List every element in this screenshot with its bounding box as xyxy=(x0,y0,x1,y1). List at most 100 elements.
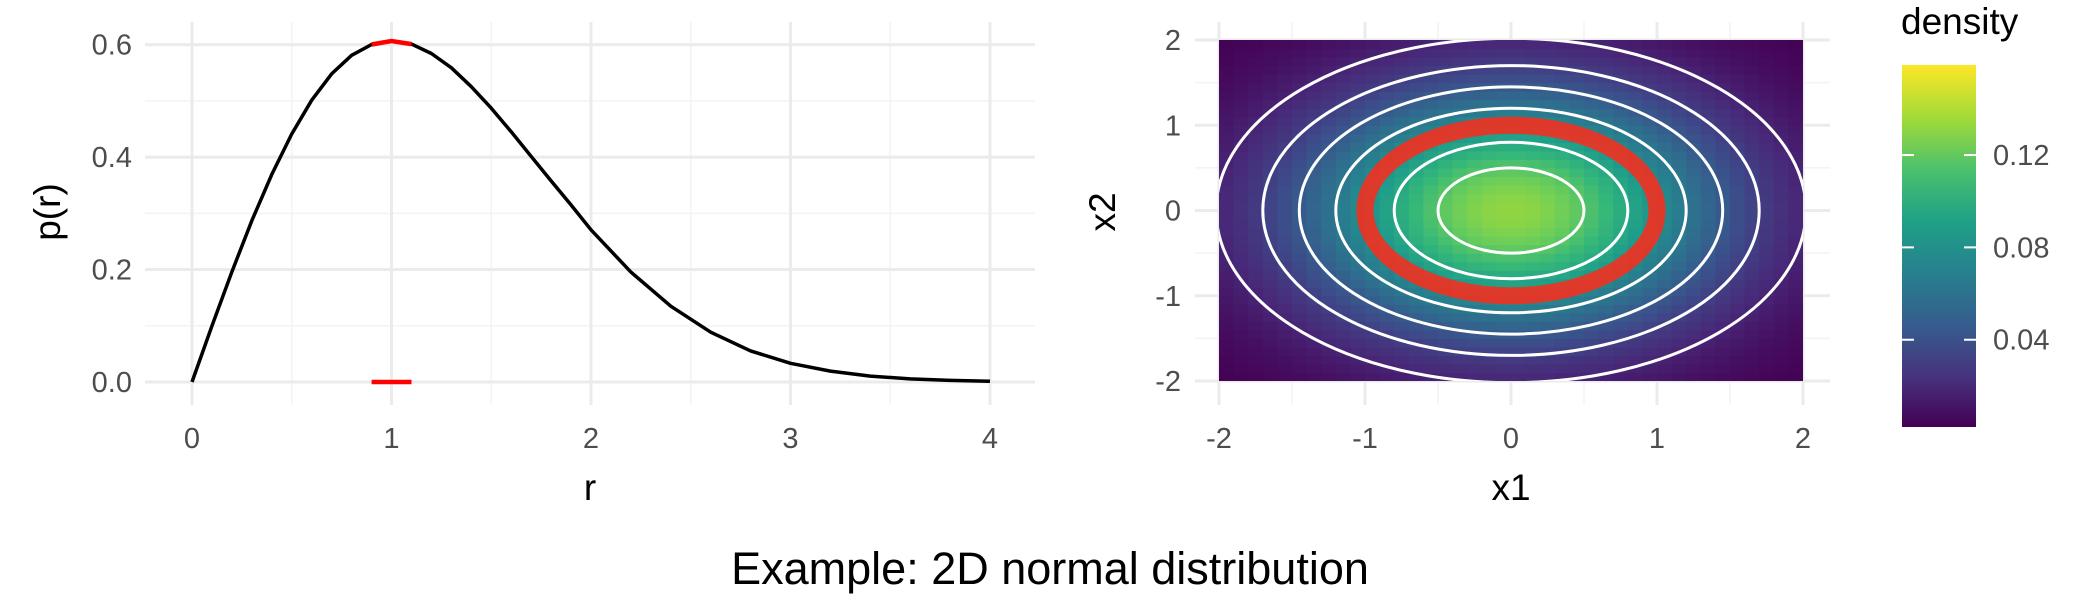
heatmap-cell xyxy=(1248,253,1264,263)
heatmap-cell xyxy=(1292,48,1308,58)
heatmap-cell xyxy=(1248,201,1264,212)
heatmap-cell xyxy=(1511,338,1527,348)
heatmap-cell xyxy=(1467,133,1483,143)
heatmap-cell xyxy=(1452,142,1468,152)
heatmap-cell xyxy=(1569,210,1585,220)
heatmap-cell xyxy=(1321,210,1337,220)
heatmap-cell xyxy=(1248,48,1264,58)
heatmap-cell xyxy=(1525,159,1541,169)
heatmap-cell xyxy=(1598,74,1614,84)
heatmap-cell xyxy=(1554,142,1570,152)
heatmap-cell xyxy=(1715,82,1731,92)
heatmap-cell xyxy=(1438,312,1454,322)
heatmap-cell xyxy=(1277,304,1293,314)
heatmap-cell xyxy=(1700,363,1716,374)
heatmap-cell xyxy=(1481,270,1497,280)
heatmap-cell xyxy=(1715,287,1731,297)
heatmap-cell xyxy=(1481,253,1497,263)
heatmap-cell xyxy=(1511,99,1527,109)
heatmap-cell xyxy=(1292,321,1308,331)
heatmap-cell xyxy=(1657,176,1673,186)
heatmap-cell xyxy=(1511,57,1527,67)
heatmap-cell xyxy=(1306,167,1322,178)
heatmap-cell xyxy=(1686,74,1702,84)
heatmap-cell xyxy=(1277,261,1293,271)
heatmap-cell xyxy=(1642,48,1658,58)
heatmap-cell xyxy=(1788,82,1803,92)
heatmap-cell xyxy=(1321,91,1337,101)
heatmap-cell xyxy=(1481,210,1497,220)
heatmap-cell xyxy=(1262,201,1278,212)
heatmap-cell xyxy=(1408,304,1424,314)
heatmap-cell xyxy=(1540,133,1556,143)
heatmap-cell xyxy=(1350,65,1366,75)
heatmap-cell xyxy=(1248,142,1264,152)
heatmap-cell xyxy=(1394,57,1410,67)
heatmap-cell xyxy=(1248,159,1264,169)
heatmap-cell xyxy=(1481,312,1497,322)
heatmap-cell xyxy=(1715,261,1731,271)
heatmap-cell xyxy=(1584,116,1600,126)
heatmap-cell xyxy=(1350,312,1366,322)
heatmap-cell xyxy=(1262,142,1278,152)
heatmap-cell xyxy=(1277,278,1293,288)
heatmap-cell xyxy=(1423,125,1439,135)
heatmap-cell xyxy=(1700,261,1716,271)
colorbar-tick-label: 0.12 xyxy=(1993,140,2049,172)
heatmap-cell xyxy=(1730,91,1746,101)
heatmap-cell xyxy=(1408,176,1424,186)
heatmap-cell xyxy=(1496,108,1512,118)
heatmap-cell xyxy=(1452,150,1468,160)
heatmap-cell xyxy=(1233,355,1249,365)
heatmap-cell xyxy=(1233,287,1249,297)
heatmap-cell xyxy=(1569,338,1585,348)
heatmap-cell xyxy=(1335,108,1351,118)
heatmap-cell xyxy=(1671,355,1687,365)
heatmap-cell xyxy=(1584,201,1600,212)
heatmap-cell xyxy=(1335,82,1351,92)
heatmap-cell xyxy=(1613,372,1629,381)
heatmap-cell xyxy=(1394,91,1410,101)
heatmap-cell xyxy=(1613,244,1629,254)
heatmap-cell xyxy=(1773,363,1789,374)
heatmap-cell xyxy=(1715,355,1731,365)
heatmap-cell xyxy=(1657,244,1673,254)
heatmap-cell xyxy=(1423,304,1439,314)
heatmap-cell xyxy=(1627,287,1643,297)
heatmap-cell xyxy=(1569,116,1585,126)
heatmap-cell xyxy=(1277,253,1293,263)
heatmap-cell xyxy=(1788,99,1803,109)
heatmap-cell xyxy=(1715,304,1731,314)
heatmap-cell xyxy=(1598,201,1614,212)
heatmap-cell xyxy=(1584,253,1600,263)
heatmap-cell xyxy=(1233,312,1249,322)
heatmap-cell xyxy=(1321,355,1337,365)
heatmap-cell xyxy=(1248,295,1264,305)
heatmap-cell xyxy=(1627,184,1643,195)
heatmap-cell xyxy=(1554,355,1570,365)
heatmap-cell xyxy=(1642,91,1658,101)
x-tick-label-right: 2 xyxy=(1795,423,1811,455)
heatmap-cell xyxy=(1365,363,1381,374)
heatmap-cell xyxy=(1759,201,1775,212)
heatmap-cell xyxy=(1335,244,1351,254)
heatmap-cell xyxy=(1730,48,1746,58)
heatmap-cell xyxy=(1686,287,1702,297)
heatmap-cell xyxy=(1306,278,1322,288)
contour-line xyxy=(1334,106,1688,315)
heatmap-cell xyxy=(1262,295,1278,305)
heatmap-cell xyxy=(1525,236,1541,246)
heatmap-cell xyxy=(1408,82,1424,92)
heatmap-cell xyxy=(1686,65,1702,75)
heatmap-cell xyxy=(1350,167,1366,178)
heatmap-cell xyxy=(1467,48,1483,58)
heatmap-cell xyxy=(1744,133,1760,143)
heatmap-cell xyxy=(1321,346,1337,357)
heatmap-cell xyxy=(1788,57,1803,67)
heatmap-cell xyxy=(1452,270,1468,280)
heatmap-cell xyxy=(1730,219,1746,229)
heatmap-cell xyxy=(1525,65,1541,75)
heatmap-cell xyxy=(1627,312,1643,322)
heatmap-cell xyxy=(1613,236,1629,246)
heatmap-cell xyxy=(1584,65,1600,75)
